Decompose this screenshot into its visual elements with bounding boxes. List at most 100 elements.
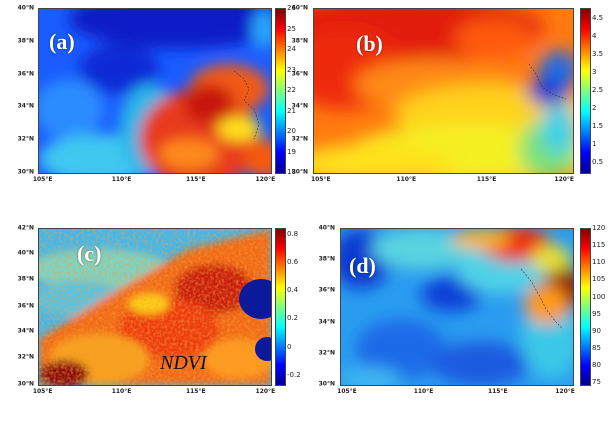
y-tick: 32°N: [291, 135, 308, 143]
panel-b-y-ticks: 40°N 38°N 36°N 34°N 32°N 30°N: [276, 4, 310, 176]
colorbar-tick: 0: [287, 342, 292, 351]
panel-a-label: (a): [49, 29, 75, 54]
y-tick: 30°N: [17, 380, 34, 388]
panel-c-heatmap: [39, 229, 271, 385]
colorbar-tick: 85: [592, 344, 601, 353]
y-tick: 32°N: [17, 135, 34, 143]
colorbar-tick: 2.5: [592, 86, 604, 94]
colorbar-tick: 1: [592, 140, 597, 149]
x-tick: 110°E: [111, 176, 132, 183]
panel-c-label: (c): [77, 241, 102, 266]
panel-d-map: (d): [340, 228, 574, 386]
y-tick: 32°N: [318, 349, 335, 357]
x-tick: 120°E: [255, 176, 276, 183]
x-tick: 110°E: [111, 388, 132, 395]
y-tick: 40°N: [17, 4, 34, 12]
y-tick: 34°N: [318, 318, 335, 326]
x-tick: 110°E: [413, 388, 434, 395]
panel-c-colorbar-ticks: 0.8 0.6 0.4 0.2 0 -0.2: [287, 228, 307, 384]
colorbar-tick: 2: [592, 104, 597, 113]
panel-c-x-ticks: 105°E 110°E 115°E 120°E: [33, 388, 275, 398]
panel-b-map: (b): [313, 8, 574, 174]
colorbar-tick: 26: [287, 4, 296, 12]
panel-b-colorbar: [580, 8, 591, 174]
colorbar-tick: -0.2: [287, 370, 301, 379]
y-tick: 40°N: [291, 4, 308, 12]
panel-a-colorbar-ticks: 26 25 24 23 22 21 20 19 18: [287, 4, 307, 176]
y-tick: 34°N: [17, 102, 34, 110]
y-tick: 30°N: [17, 168, 34, 176]
colorbar-tick: 3.5: [592, 49, 604, 58]
colorbar-tick: 120: [592, 224, 606, 232]
x-tick: 115°E: [185, 176, 206, 183]
colorbar-tick: 0.4: [287, 286, 299, 295]
panel-c-y-ticks: 42°N 40°N 38°N 36°N 34°N 32°N 30°N: [2, 224, 36, 388]
panel-d-y-ticks: 40°N 38°N 36°N 34°N 32°N 30°N: [303, 224, 337, 388]
panel-b-heatmap: [314, 9, 573, 173]
y-tick: 32°N: [17, 353, 34, 361]
x-tick: 105°E: [32, 176, 53, 183]
colorbar-tick: 110: [592, 258, 606, 267]
figure-caption: NDVI: [160, 352, 207, 374]
y-tick: 40°N: [17, 249, 34, 257]
y-tick: 38°N: [17, 275, 34, 283]
y-tick: 40°N: [318, 224, 335, 232]
colorbar-tick: 19: [287, 147, 296, 156]
x-tick: 105°E: [32, 388, 53, 395]
colorbar-tick: 25: [287, 24, 296, 33]
y-tick: 42°N: [17, 224, 34, 232]
colorbar-tick: 75: [592, 378, 601, 387]
y-tick: 38°N: [291, 37, 308, 45]
panel-c-colorbar: [275, 228, 286, 386]
colorbar-tick: 20: [287, 127, 296, 135]
y-tick: 34°N: [17, 327, 34, 335]
panel-a-heatmap: [39, 9, 271, 173]
colorbar-tick: 22: [287, 86, 296, 94]
x-tick: 120°E: [554, 176, 575, 183]
colorbar-tick: 23: [287, 65, 296, 74]
colorbar-tick: 4.5: [592, 13, 604, 22]
colorbar-tick: 3: [592, 67, 597, 76]
panel-c-map: (c): [38, 228, 272, 386]
colorbar-tick: 18: [287, 168, 296, 176]
colorbar-tick: 80: [592, 361, 601, 370]
colorbar-tick: 0.2: [287, 314, 299, 323]
colorbar-tick: 100: [592, 292, 606, 301]
colorbar-tick: 24: [287, 45, 296, 53]
colorbar-tick: 115: [592, 241, 606, 250]
y-tick: 36°N: [318, 286, 335, 294]
y-tick: 30°N: [291, 168, 308, 176]
x-tick: 120°E: [255, 388, 276, 395]
x-tick: 115°E: [487, 388, 508, 395]
colorbar-tick: 0.8: [287, 230, 299, 239]
y-tick: 38°N: [318, 255, 335, 263]
colorbar-tick: 21: [287, 106, 296, 115]
colorbar-tick: 105: [592, 275, 606, 284]
x-tick: 105°E: [337, 388, 357, 395]
y-tick: 34°N: [291, 102, 308, 110]
y-tick: 30°N: [318, 380, 335, 388]
panel-d-x-ticks: 105°E 110°E 115°E 120°E: [337, 388, 575, 398]
x-tick: 115°E: [185, 388, 206, 395]
panel-d-label: (d): [349, 253, 376, 278]
x-tick: 120°E: [555, 388, 575, 395]
colorbar-tick: 1.5: [592, 122, 604, 131]
y-tick: 36°N: [291, 70, 308, 78]
panel-d-heatmap: [341, 229, 573, 385]
colorbar-tick: 4: [592, 31, 597, 40]
colorbar-tick: 90: [592, 326, 601, 335]
panel-a-y-ticks: 40°N 38°N 36°N 34°N 32°N 30°N: [2, 4, 36, 176]
panel-b-colorbar-ticks: 4.5 4 3.5 3 2.5 2 1.5 1 0.5: [592, 8, 612, 172]
y-tick: 38°N: [17, 37, 34, 45]
panel-a-x-ticks: 105°E 110°E 115°E 120°E: [33, 176, 275, 186]
panel-a-map: (a): [38, 8, 272, 174]
panel-a-colorbar: [275, 8, 286, 174]
panel-b-label: (b): [356, 31, 383, 56]
x-tick: 110°E: [396, 176, 417, 183]
panel-d-colorbar-ticks: 120 115 110 105 100 95 90 85 80 75: [592, 224, 612, 387]
y-tick: 36°N: [17, 302, 34, 310]
x-tick: 115°E: [476, 176, 497, 183]
y-tick: 36°N: [17, 70, 34, 78]
panel-b-x-ticks: 105°E 110°E 115°E 120°E: [311, 176, 575, 186]
colorbar-tick: 0.5: [592, 158, 604, 167]
